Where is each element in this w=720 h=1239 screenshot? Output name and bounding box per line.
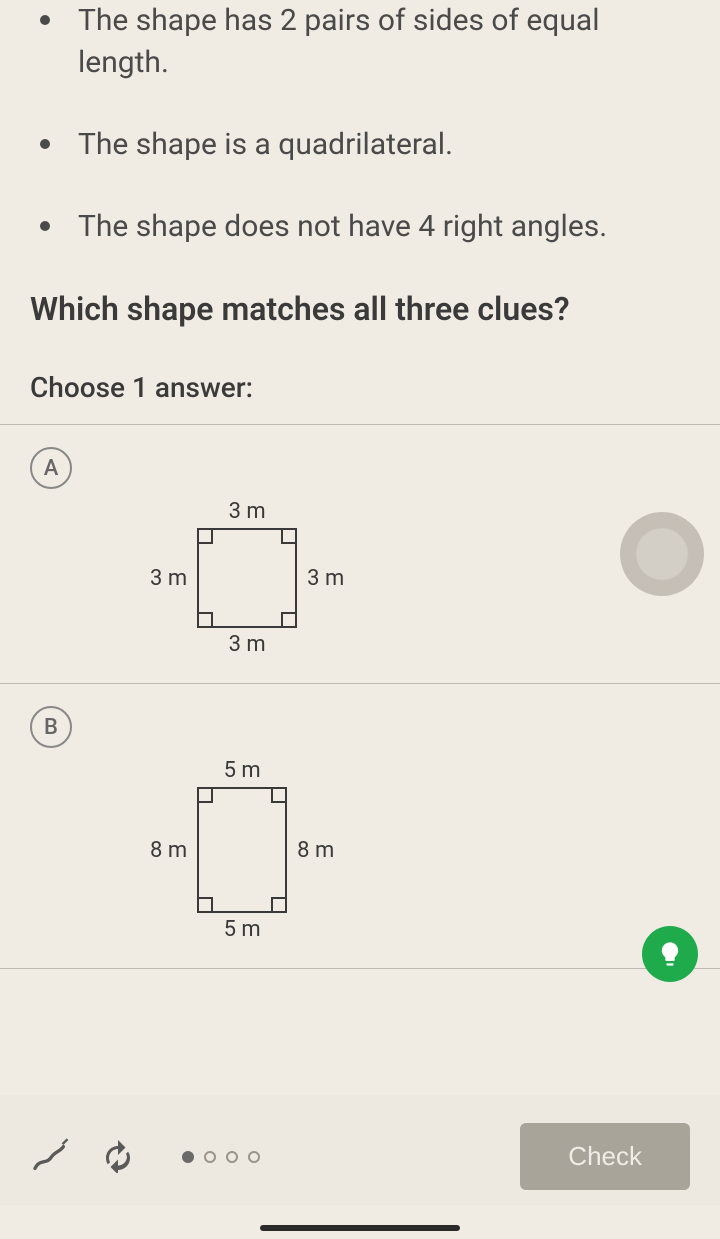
hint-button[interactable] — [642, 926, 698, 982]
option-letter: B — [44, 715, 58, 740]
option-b[interactable]: B 5 m 8 m 8 m 5 m — [0, 684, 720, 969]
shape-a-top-label: 3 m — [219, 495, 276, 528]
bullet-icon — [40, 15, 50, 25]
shape-a-left-label: 3 m — [140, 562, 197, 595]
pencil-squiggle-icon — [30, 1135, 70, 1175]
right-angle-icon — [281, 612, 295, 626]
shape-b-container: 5 m 8 m 8 m 5 m — [30, 754, 690, 946]
shape-b-right-label: 8 m — [287, 834, 344, 867]
option-a[interactable]: A 3 m 3 m 3 m 3 m — [0, 425, 720, 684]
assistive-touch-icon[interactable] — [620, 512, 704, 596]
progress-dot — [226, 1151, 238, 1163]
right-angle-icon — [199, 789, 213, 803]
progress-dot — [182, 1151, 194, 1163]
retry-button[interactable] — [100, 1137, 136, 1177]
lightbulb-icon — [656, 940, 684, 968]
shape-a-container: 3 m 3 m 3 m 3 m — [30, 495, 690, 661]
progress-dots — [182, 1151, 260, 1163]
shape-b-top-label: 5 m — [214, 754, 271, 787]
progress-dot — [204, 1151, 216, 1163]
option-letter-circle: A — [30, 447, 72, 489]
bullet-icon — [40, 221, 50, 231]
answer-options: A 3 m 3 m 3 m 3 m B — [0, 424, 720, 969]
right-angle-icon — [199, 897, 213, 911]
option-letter: A — [44, 456, 59, 481]
check-button[interactable]: Check — [520, 1123, 690, 1190]
home-indicator[interactable] — [260, 1225, 460, 1231]
right-angle-icon — [199, 612, 213, 626]
clue-text: The shape does not have 4 right angles. — [78, 206, 607, 248]
question-text: Which shape matches all three clues? — [30, 288, 690, 331]
right-angle-icon — [281, 530, 295, 544]
shape-a-right-label: 3 m — [297, 562, 354, 595]
right-angle-icon — [199, 530, 213, 544]
choose-label: Choose 1 answer: — [30, 371, 690, 404]
clue-list: The shape has 2 pairs of sides of equal … — [30, 0, 690, 248]
clue-item: The shape has 2 pairs of sides of equal … — [40, 0, 690, 84]
bullet-icon — [40, 139, 50, 149]
shape-a-square — [197, 528, 297, 628]
shape-b-rectangle — [197, 787, 287, 913]
redo-icon — [100, 1137, 136, 1173]
right-angle-icon — [271, 897, 285, 911]
clue-text: The shape is a quadrilateral. — [78, 124, 453, 166]
shape-a-bottom-label: 3 m — [219, 628, 276, 661]
progress-dot — [248, 1151, 260, 1163]
clue-text: The shape has 2 pairs of sides of equal … — [78, 0, 690, 84]
footer-toolbar: Check — [0, 1095, 720, 1205]
right-angle-icon — [271, 789, 285, 803]
option-letter-circle: B — [30, 706, 72, 748]
shape-b-left-label: 8 m — [140, 834, 197, 867]
scratchpad-button[interactable] — [30, 1135, 70, 1179]
clue-item: The shape does not have 4 right angles. — [40, 206, 690, 248]
clue-item: The shape is a quadrilateral. — [40, 124, 690, 166]
shape-b-bottom-label: 5 m — [214, 913, 271, 946]
